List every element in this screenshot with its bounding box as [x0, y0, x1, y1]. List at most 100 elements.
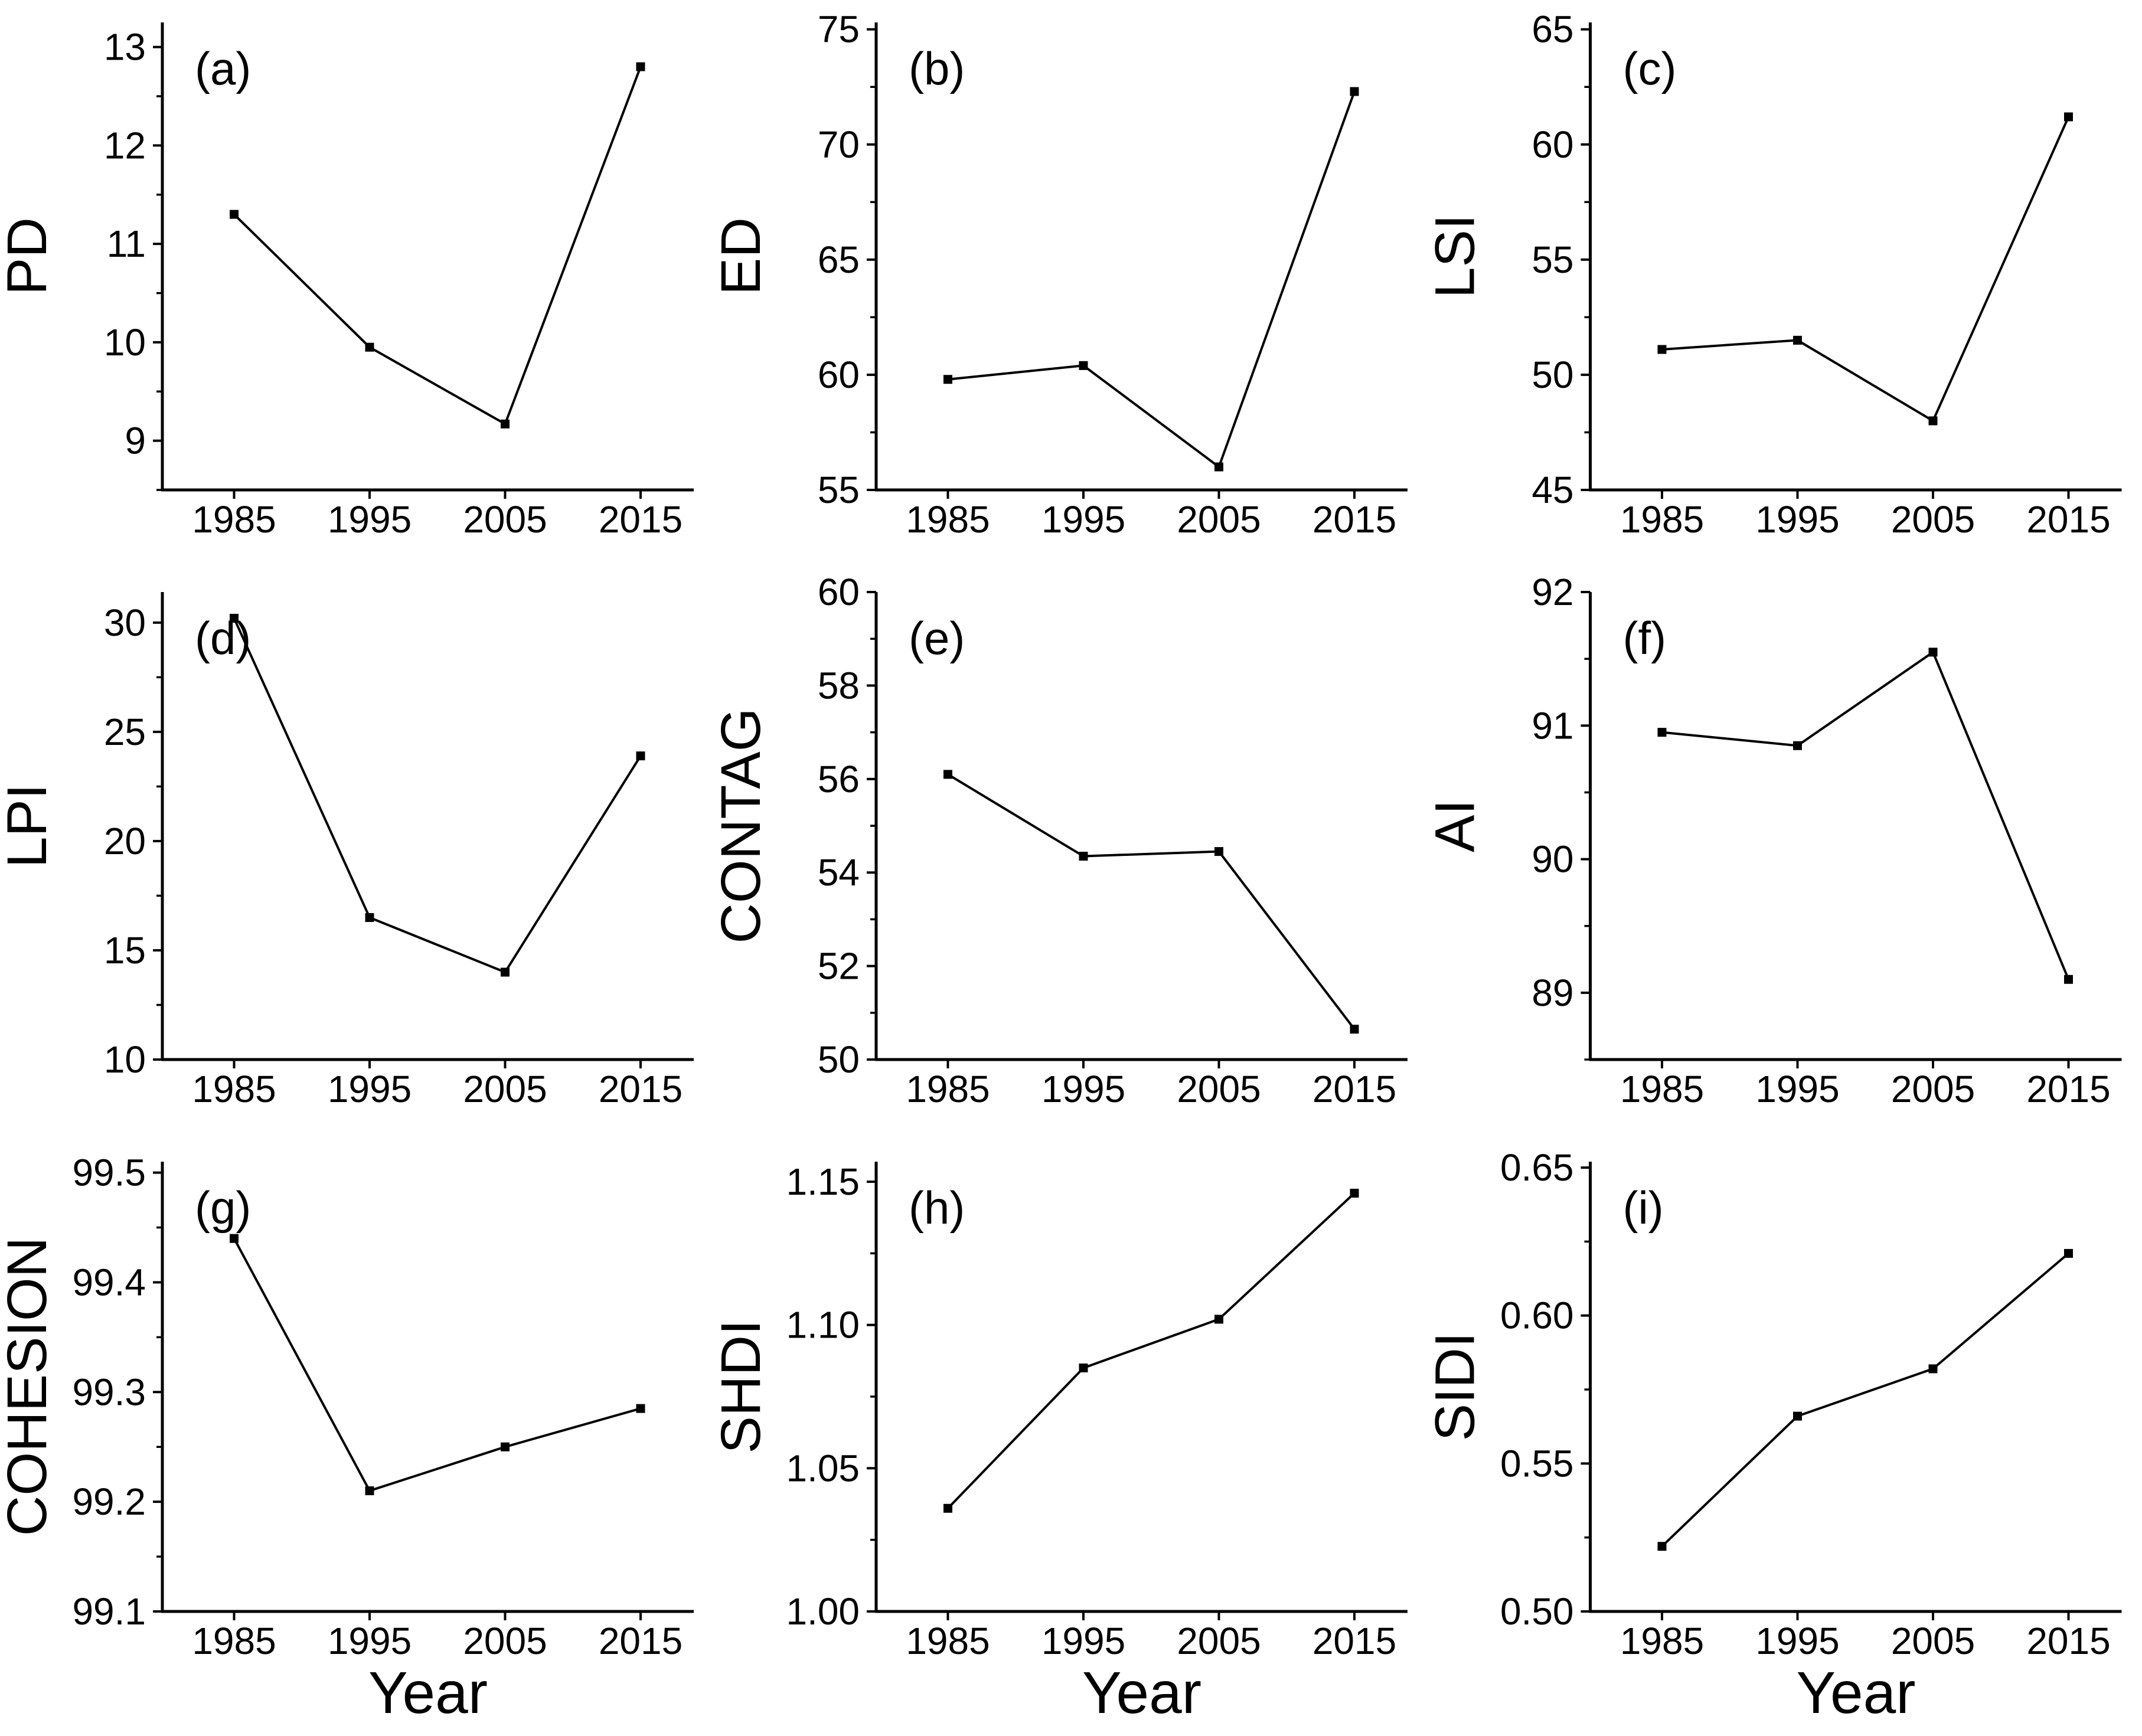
y-tick-label: 65 [818, 238, 860, 281]
data-point-marker [2064, 112, 2073, 122]
x-tick-label: 1985 [192, 1620, 276, 1662]
data-point-marker [943, 375, 952, 384]
chart-sidi: 0.50 0.55 0.60 0.65 1985 1995 2005 2015 (i) SIDI Y… [1428, 1146, 2122, 1726]
y-tick-label: 99.4 [72, 1261, 146, 1303]
y-axis-title: COHESION [0, 1237, 58, 1536]
x-tick-label: 2015 [599, 1620, 683, 1662]
panel-label: (e) [909, 612, 965, 664]
y-tick-label: 50 [818, 1038, 860, 1081]
panel-label: (d) [195, 612, 251, 664]
y-tick-label: 91 [1532, 704, 1573, 747]
x-tick-label: 1995 [1041, 1068, 1125, 1110]
chart-shdi: 1.00 1.05 1.10 1.15 1985 1995 2005 2015 (h) SHDI Y… [714, 1160, 1408, 1726]
data-point-marker [636, 1404, 645, 1413]
x-tick-label: 2005 [463, 1068, 547, 1110]
y-tick-label: 12 [104, 124, 146, 166]
y-tick-label: 99.5 [72, 1152, 146, 1194]
x-tick-label: 2005 [1177, 1068, 1261, 1110]
x-tick-label: 2015 [2026, 498, 2110, 541]
series-line [1661, 1252, 2069, 1548]
y-tick-label: 15 [104, 929, 146, 972]
y-tick-label: 99.3 [72, 1371, 146, 1413]
panel-label: (a) [195, 42, 251, 94]
panel-label: (b) [909, 42, 965, 94]
panel-label: (i) [1623, 1182, 1664, 1234]
y-tick-label: 60 [818, 571, 860, 613]
x-tick-label: 2015 [599, 498, 683, 541]
y-axis-title: CONTAG [714, 708, 772, 943]
y-tick-label: 99.2 [72, 1480, 146, 1523]
y-tick-label: 90 [1532, 838, 1573, 881]
chart-lsi: 45 50 55 60 65 1985 1995 2005 2015 (c) LSI [1428, 8, 2122, 541]
series-line [948, 91, 1356, 469]
data-point-marker [1214, 847, 1223, 856]
panel-b-ed: 55 60 65 70 75 1985 1995 2005 2015 (b) ED [714, 0, 1428, 570]
data-point-marker [1079, 1363, 1088, 1372]
y-tick-label: 99.1 [72, 1590, 146, 1633]
y-tick-label: 1.15 [786, 1160, 860, 1203]
x-axis-title: Year [1796, 1660, 1915, 1726]
data-point-marker [365, 342, 374, 352]
y-axis-title: SIDI [1428, 1332, 1487, 1441]
x-axis-title: Year [368, 1660, 488, 1726]
y-axis-title: SHDI [714, 1320, 772, 1454]
y-tick-label: 9 [125, 420, 146, 462]
chart-contag: 50 52 54 56 58 60 1985 1995 2005 2015 (e) CONTAG [714, 571, 1408, 1110]
chart-ed: 55 60 65 70 75 1985 1995 2005 2015 (b) ED [714, 8, 1408, 541]
panel-label: (c) [1623, 42, 1677, 94]
y-tick-label: 70 [818, 123, 860, 166]
y-tick-label: 50 [1532, 354, 1573, 396]
x-tick-label: 2005 [1177, 498, 1261, 541]
chart-cohesion: 99.1 99.2 99.3 99.4 99.5 1985 1995 2005 2015 (g) C… [0, 1152, 694, 1726]
x-tick-label: 2015 [1312, 1620, 1396, 1662]
data-point-marker [943, 770, 952, 779]
series-line [947, 1192, 1356, 1509]
y-tick-label: 1.05 [786, 1447, 860, 1489]
x-tick-label: 1995 [1755, 1620, 1839, 1662]
y-tick-label: 11 [107, 223, 146, 265]
panel-c-lsi: 45 50 55 60 65 1985 1995 2005 2015 (c) LSI [1428, 0, 2142, 570]
y-tick-label: 58 [818, 664, 860, 707]
x-tick-label: 2005 [1891, 1068, 1975, 1110]
y-tick-label: 65 [1532, 8, 1573, 51]
x-tick-label: 1995 [1041, 1620, 1125, 1662]
chart-lpi: 10 15 20 25 30 1985 1995 2005 2015 (d) LPI [0, 592, 694, 1110]
data-point-marker [1928, 416, 1938, 426]
y-tick-label: 10 [104, 321, 146, 364]
y-tick-label: 55 [818, 469, 860, 511]
data-point-marker [1793, 1411, 1802, 1421]
x-tick-label: 1985 [1620, 498, 1704, 541]
series-line [947, 773, 1356, 1030]
data-point-marker [1350, 87, 1359, 96]
x-tick-label: 2015 [2026, 1620, 2110, 1662]
panel-g-cohesion: 99.1 99.2 99.3 99.4 99.5 1985 1995 2005 2015 (g) C… [0, 1139, 714, 1736]
y-tick-label: 55 [1532, 238, 1573, 281]
y-tick-label: 75 [818, 8, 860, 51]
data-point-marker [1793, 741, 1802, 750]
series-line [1661, 116, 2070, 423]
y-tick-label: 45 [1532, 469, 1573, 511]
x-tick-label: 2015 [2026, 1068, 2110, 1110]
data-point-marker [501, 967, 510, 977]
x-tick-label: 1995 [1755, 1068, 1839, 1110]
chart-pd: 9 10 11 12 13 1985 1995 2005 2015 (a) PD [0, 22, 694, 541]
panel-label: (g) [195, 1182, 251, 1234]
y-tick-label: 1.00 [786, 1590, 860, 1633]
data-point-marker [2064, 975, 2073, 984]
series-line [233, 1238, 641, 1492]
y-tick-label: 56 [818, 758, 860, 800]
y-tick-label: 1.10 [786, 1304, 860, 1346]
x-tick-label: 2005 [1891, 498, 1975, 541]
data-point-marker [1079, 851, 1088, 861]
x-tick-label: 1985 [1620, 1068, 1704, 1110]
panel-f-ai: 89 90 91 92 1985 1995 2005 2015 (f) AI [1428, 570, 2142, 1139]
y-axis-title: LSI [1428, 214, 1487, 299]
data-point-marker [1928, 1364, 1938, 1374]
x-tick-label: 1985 [1620, 1620, 1704, 1662]
y-tick-label: 0.60 [1500, 1294, 1574, 1337]
panel-d-lpi: 10 15 20 25 30 1985 1995 2005 2015 (d) LPI [0, 570, 714, 1139]
data-point-marker [1928, 648, 1938, 657]
data-point-marker [501, 1442, 510, 1451]
x-tick-label: 1995 [328, 1620, 412, 1662]
